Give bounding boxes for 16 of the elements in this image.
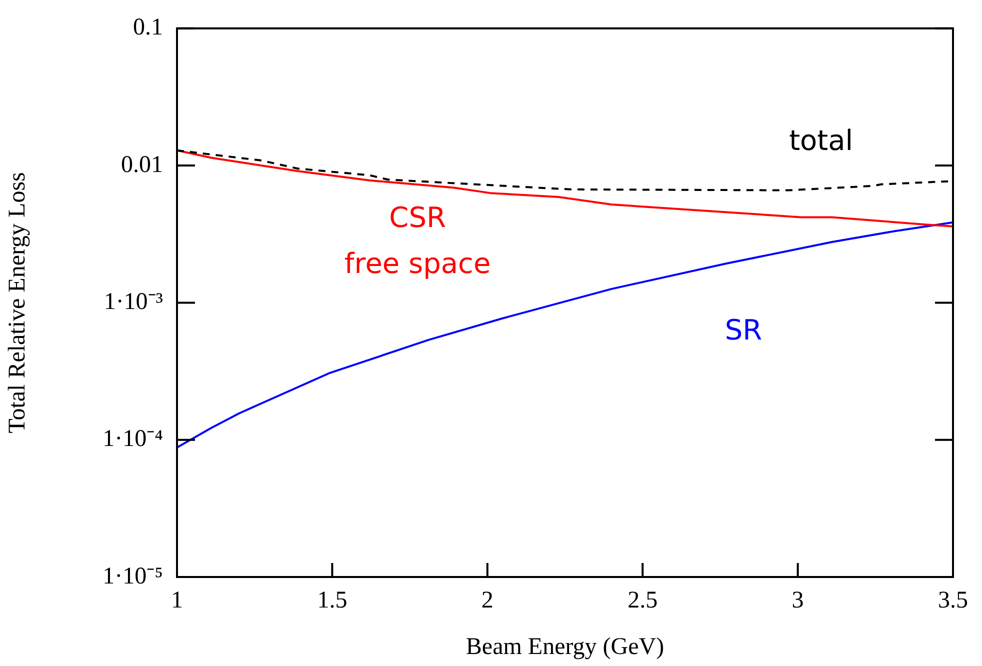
y-axis-title: Total Relative Energy Loss [4,172,31,434]
y-tick-label: 0.01 [121,152,163,178]
series-label: SR [724,313,762,346]
x-tick-label: 1.5 [317,588,348,614]
series-label: total [789,124,854,157]
x-tick-label: 2.5 [628,588,658,614]
x-tick-label: 2 [481,588,494,614]
y-tick-label: 0.1 [133,14,163,41]
y-tick-label: 1·10⁻⁴ [102,426,163,452]
x-tick-label: 1 [171,588,183,614]
y-tick-label: 1·10⁻⁵ [102,563,163,590]
series-label: CSR free space [344,200,491,280]
x-tick-label: 3.5 [938,588,968,614]
x-tick-label: 3 [792,588,804,614]
x-axis-title: Beam Energy (GeV) [466,634,664,660]
y-tick-label: 1·10⁻³ [104,288,163,315]
